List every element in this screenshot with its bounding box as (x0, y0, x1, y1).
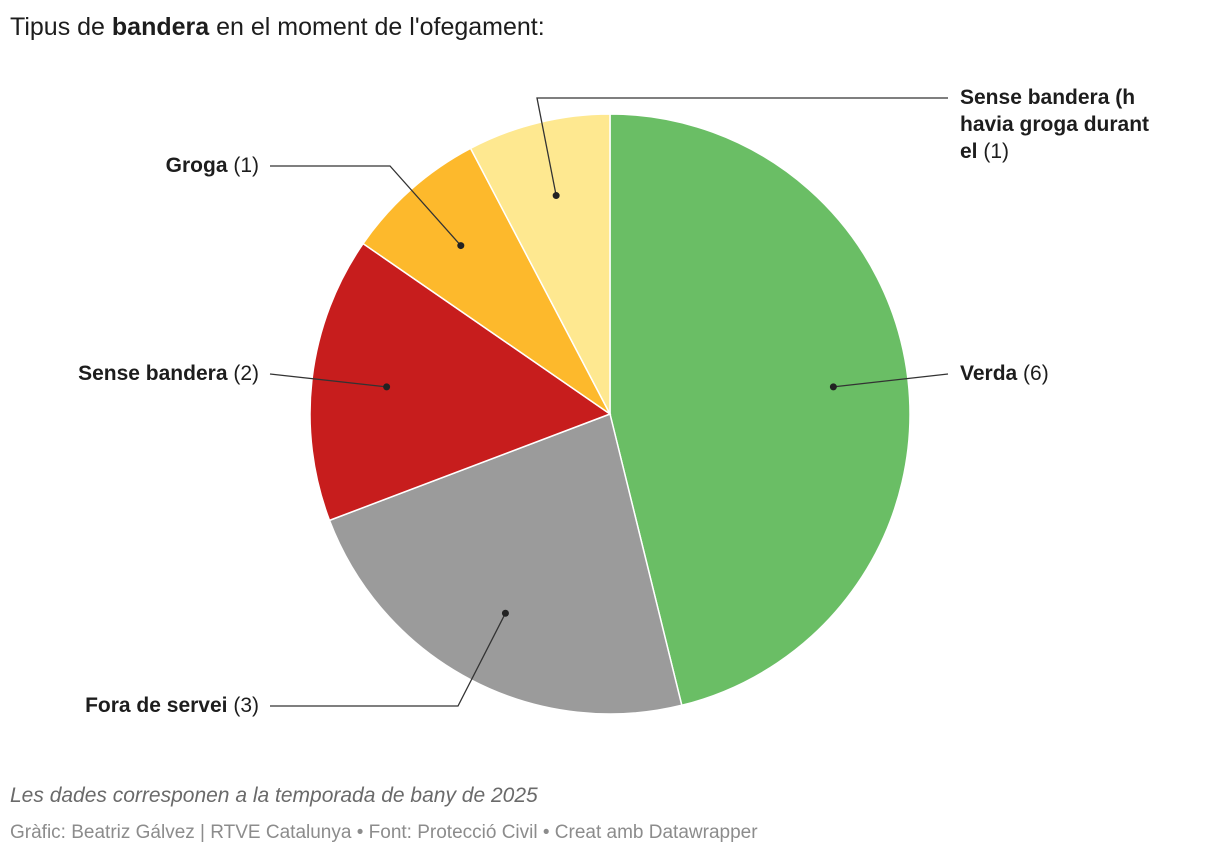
leader-line-2 (269, 373, 387, 388)
title-suffix: en el moment de l'ofegament: (209, 13, 545, 41)
title-prefix: Tipus de (10, 13, 112, 41)
slice-label-2: Sense bandera (2) (78, 362, 259, 385)
leader-line-4 (536, 97, 948, 196)
pie-slice-2 (309, 242, 612, 522)
slice-label-0: Verda (6) (960, 362, 1049, 385)
chart-note: Les dades corresponen a la temporada de … (10, 784, 538, 807)
slice-label-3: Groga (1) (166, 154, 259, 177)
leader-line-0 (833, 373, 949, 388)
pie-chart: Verda (6) Fora de servei (3) Sense bandera… (78, 86, 1149, 717)
leader-dot-1 (501, 609, 509, 617)
slice-labels: Verda (6) Fora de servei (3) Sense bandera… (78, 86, 1149, 717)
leader-dot-2 (383, 383, 391, 391)
pie-slice-4 (469, 113, 611, 415)
leader-dot-4 (552, 192, 560, 200)
pie-slice-1 (328, 412, 683, 715)
leader-dot-3 (457, 242, 465, 250)
pie-slice-0 (609, 113, 911, 707)
leader-line-1 (270, 612, 507, 707)
leader-line-3 (270, 165, 462, 247)
title-bold: bandera (111, 13, 210, 41)
slice-label-4-line-0: Sense bandera (h (960, 86, 1135, 109)
leader-dot-0 (829, 383, 837, 391)
slice-label-4-line-1: havia groga durant (960, 113, 1149, 136)
slice-label-4-line-2: el (1) (960, 140, 1009, 163)
chart-byline: Gràfic: Beatriz Gálvez | RTVE Catalunya … (10, 822, 758, 843)
slice-label-1: Fora de servei (3) (85, 694, 259, 717)
leader-lines (269, 97, 949, 707)
pie-slices (309, 113, 911, 715)
chart-title: Tipus de bandera en el moment de l'ofega… (10, 10, 545, 44)
